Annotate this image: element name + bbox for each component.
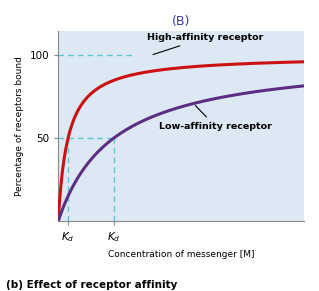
Text: High-affinity receptor: High-affinity receptor [147,33,263,54]
Text: Low-affinity receptor: Low-affinity receptor [159,105,272,131]
Text: (b) Effect of receptor affinity: (b) Effect of receptor affinity [6,280,178,290]
Title: (B): (B) [172,15,190,28]
X-axis label: Concentration of messenger [M]: Concentration of messenger [M] [108,250,254,258]
Y-axis label: Percentage of receptors bound: Percentage of receptors bound [15,56,24,196]
